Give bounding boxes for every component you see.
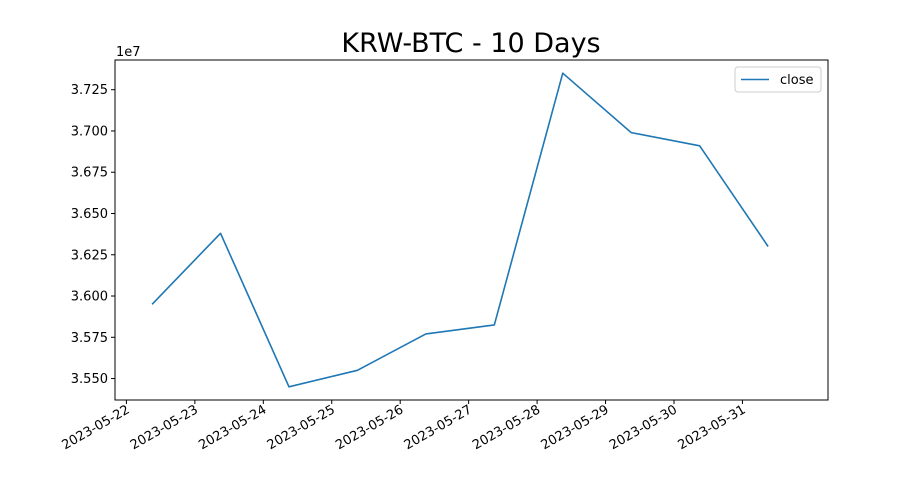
y-tick-label: 3.575 bbox=[71, 331, 108, 346]
series-line-close bbox=[151, 72, 769, 388]
y-tick-label: 3.700 bbox=[71, 124, 108, 139]
y-axis: 3.550 3.575 3.600 3.625 3.650 3.675 3.700 3.725 bbox=[71, 83, 115, 387]
series-layer bbox=[151, 72, 769, 388]
legend: close bbox=[734, 66, 822, 93]
y-tick-label: 3.675 bbox=[71, 166, 108, 181]
legend-label: close bbox=[780, 73, 813, 88]
chart-title: KRW-BTC - 10 Days bbox=[341, 28, 600, 59]
y-axis-offset-label: 1e7 bbox=[116, 45, 141, 60]
y-tick-label: 3.550 bbox=[71, 372, 108, 387]
y-tick-label: 3.650 bbox=[71, 207, 108, 222]
y-tick-label: 3.725 bbox=[71, 83, 108, 98]
y-tick-label: 3.625 bbox=[71, 248, 108, 263]
legend-box bbox=[734, 66, 822, 93]
plot-area bbox=[114, 59, 829, 401]
y-tick-label: 3.600 bbox=[71, 290, 108, 305]
